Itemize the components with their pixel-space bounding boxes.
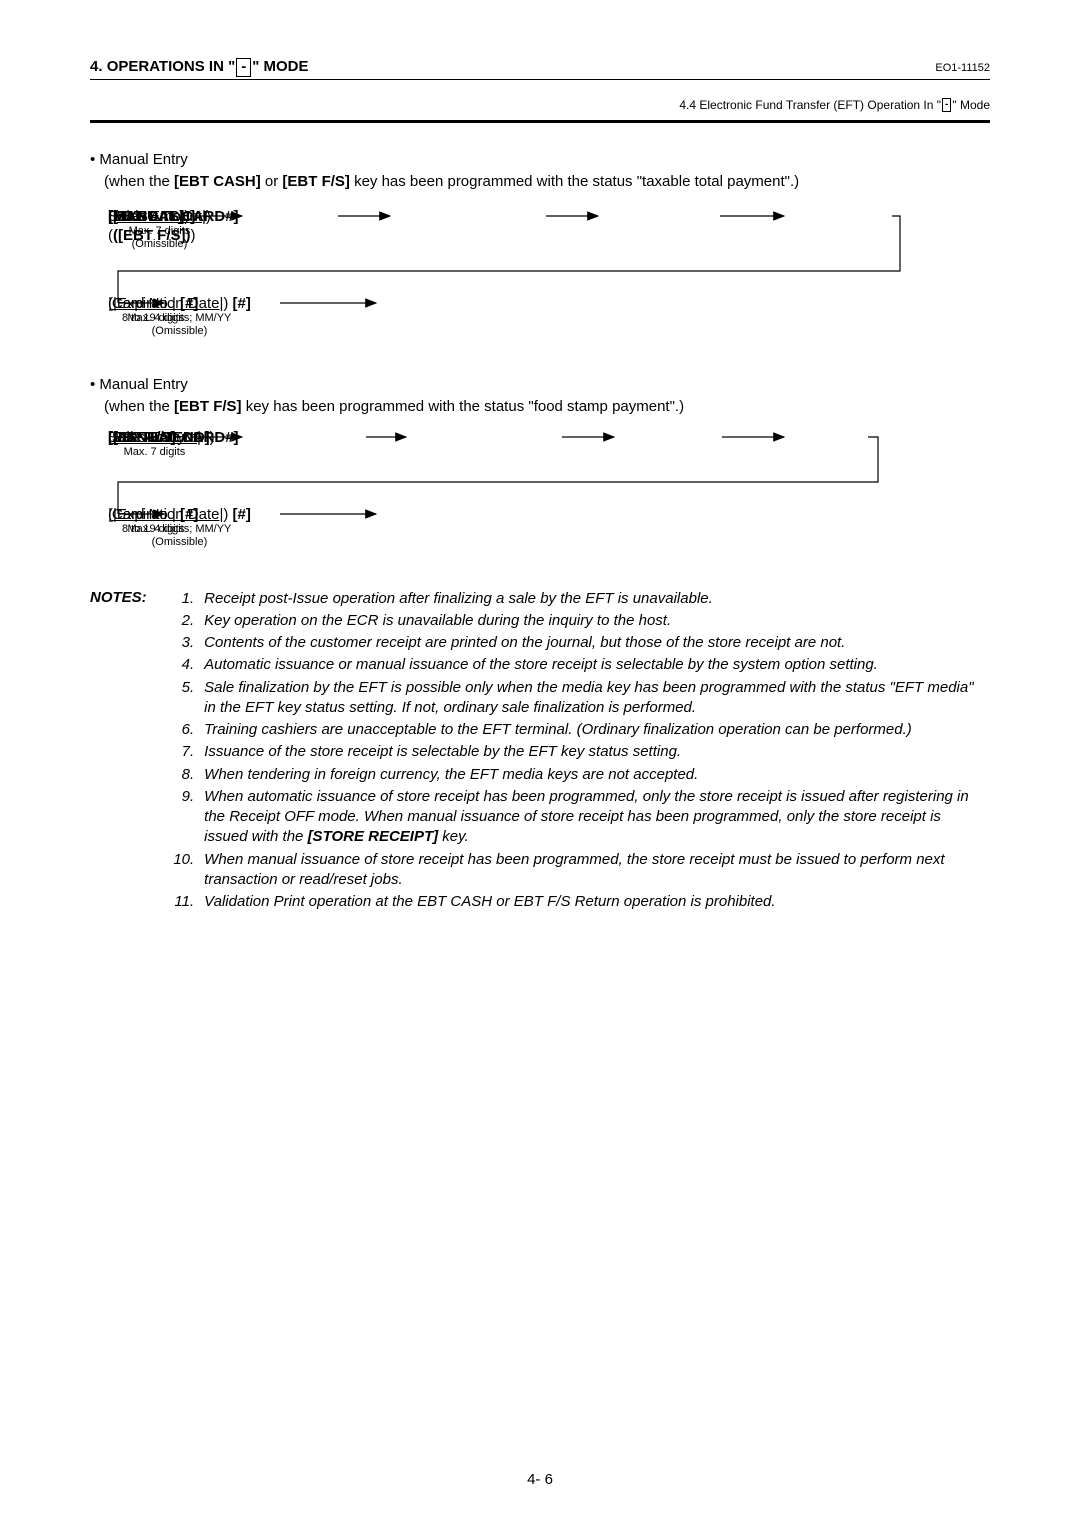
doc-code: EO1-11152	[935, 62, 990, 74]
notes-item-num: 8.	[172, 765, 204, 785]
f2n7k: [#]	[228, 506, 251, 523]
s1-k1: [EBT CASH]	[174, 173, 261, 190]
notes-item: 2.Key operation on the ECR is unavailabl…	[172, 611, 982, 631]
notes-item-text: Training cashiers are unacceptable to th…	[204, 720, 982, 740]
page-header: 4. OPERATIONS IN "-" MODE EO1-11152	[90, 58, 990, 77]
notes-item-num: 2.	[172, 611, 204, 631]
f2n5a: [EBT F/S]	[108, 429, 176, 446]
f1n7s1: Max. 4 digits; MM/YY	[108, 312, 251, 325]
f2n7s2: (Omissible)	[108, 536, 251, 549]
f2n4post: |	[197, 429, 201, 446]
notes-item-text: When automatic issuance of store receipt…	[204, 787, 982, 848]
s2-pre: (when the	[104, 398, 174, 415]
notes-item: 6.Training cashiers are unacceptable to …	[172, 720, 982, 740]
f1n4post: |)	[202, 208, 211, 225]
notes-item: 11.Validation Print operation at the EBT…	[172, 892, 982, 912]
f2n4s1: Max. 7 digits	[108, 446, 201, 459]
notes-item-text: Receipt post-Issue operation after final…	[204, 589, 982, 609]
main-content: • Manual Entry (when the [EBT CASH] or […	[90, 151, 990, 915]
chapter-title: 4. OPERATIONS IN "-" MODE	[90, 58, 308, 77]
notes-item-text: Issuance of the store receipt is selecta…	[204, 742, 982, 762]
f1n7k: [#]	[228, 295, 251, 312]
notes-item-num: 6.	[172, 720, 204, 740]
flow-diagram-1: Sales Entry (([TXBL TL])[TXBL TL]) [MANU…	[108, 206, 990, 356]
header-rule-thick	[90, 120, 990, 123]
notes-item-num: 11.	[172, 892, 204, 912]
s1-mid: or	[261, 173, 283, 190]
header-rule-thin	[90, 79, 990, 80]
notes-item: 1.Receipt post-Issue operation after fin…	[172, 589, 982, 609]
notes-item-text: When tendering in foreign currency, the …	[204, 765, 982, 785]
notes-label: NOTES:	[90, 589, 168, 606]
notes-item-num: 1.	[172, 589, 204, 609]
manual-entry-1-title: • Manual Entry	[90, 151, 990, 168]
page-number: 4- 6	[0, 1471, 1080, 1488]
notes-item-num: 10.	[172, 850, 204, 891]
subsection-post: " Mode	[952, 98, 990, 112]
s1-post: key has been programmed with the status …	[350, 173, 799, 190]
notes-item-text: Key operation on the ECR is unavailable …	[204, 611, 982, 631]
f1n5a: [EBT CASH]	[108, 208, 195, 225]
notes-item-text: Sale finalization by the EFT is possible…	[204, 678, 982, 719]
notes-item-text: When manual issuance of store receipt ha…	[204, 850, 982, 891]
notes-list: 1.Receipt post-Issue operation after fin…	[172, 589, 982, 915]
f2n7s1: Max. 4 digits; MM/YY	[108, 523, 251, 536]
flow2-exp-date: (|Expiration Date|) [#] Max. 4 digits; M…	[108, 506, 251, 549]
f1n5b: ([EBT F/S])	[113, 227, 190, 244]
s2-k1: [EBT F/S]	[174, 398, 242, 415]
subsection-pre: 4.4 Electronic Fund Transfer (EFT) Opera…	[679, 98, 941, 112]
manual-entry-1-desc: (when the [EBT CASH] or [EBT F/S] key ha…	[104, 171, 990, 192]
notes-item: 5.Sale finalization by the EFT is possib…	[172, 678, 982, 719]
chapter-num: 4.	[90, 58, 107, 75]
notes-item: 9.When automatic issuance of store recei…	[172, 787, 982, 848]
flow1-ebt-cash: [EBT CASH] (([EBT F/S]))	[108, 208, 195, 245]
s1-k2: [EBT F/S]	[282, 173, 350, 190]
mode-box-small: -	[942, 98, 951, 112]
f2n7pre: (|	[108, 506, 117, 523]
notes-item-num: 3.	[172, 633, 204, 653]
notes-item-text: Validation Print operation at the EBT CA…	[204, 892, 982, 912]
manual-entry-2-desc: (when the [EBT F/S] key has been program…	[104, 396, 990, 417]
chapter-title-pre: OPERATIONS IN "	[107, 58, 236, 75]
notes-item-text: Automatic issuance or manual issuance of…	[204, 655, 982, 675]
notes-item-num: 4.	[172, 655, 204, 675]
manual-entry-2-title: • Manual Entry	[90, 376, 990, 393]
notes-item-num: 9.	[172, 787, 204, 848]
notes-item-num: 7.	[172, 742, 204, 762]
subsection-title: 4.4 Electronic Fund Transfer (EFT) Opera…	[90, 98, 990, 112]
mode-box: -	[236, 58, 251, 77]
flow1-exp-date: (|Expiration Date|) [#] Max. 4 digits; M…	[108, 295, 251, 338]
notes-item: 7.Issuance of the store receipt is selec…	[172, 742, 982, 762]
f1n7s2: (Omissible)	[108, 325, 251, 338]
s1-pre: (when the	[104, 173, 174, 190]
notes-item: 4.Automatic issuance or manual issuance …	[172, 655, 982, 675]
notes-item: 8.When tendering in foreign currency, th…	[172, 765, 982, 785]
flow2-ebt-fs: [EBT F/S]	[108, 429, 176, 446]
flow-diagram-2: Sales Entry ([FS TL/TEND]) [MANUAL CARD#…	[108, 427, 990, 567]
notes-item: 3.Contents of the customer receipt are p…	[172, 633, 982, 653]
s2-post: key has been programmed with the status …	[242, 398, 685, 415]
notes-item: 10.When manual issuance of store receipt…	[172, 850, 982, 891]
chapter-title-post: " MODE	[252, 58, 308, 75]
f1n7pre: (|	[108, 295, 117, 312]
notes-section: NOTES: 1.Receipt post-Issue operation af…	[90, 589, 990, 915]
notes-item-num: 5.	[172, 678, 204, 719]
f1n7u: Expiration Date	[117, 295, 220, 312]
f2n7u: Expiration Date	[117, 506, 220, 523]
notes-item-text: Contents of the customer receipt are pri…	[204, 633, 982, 653]
